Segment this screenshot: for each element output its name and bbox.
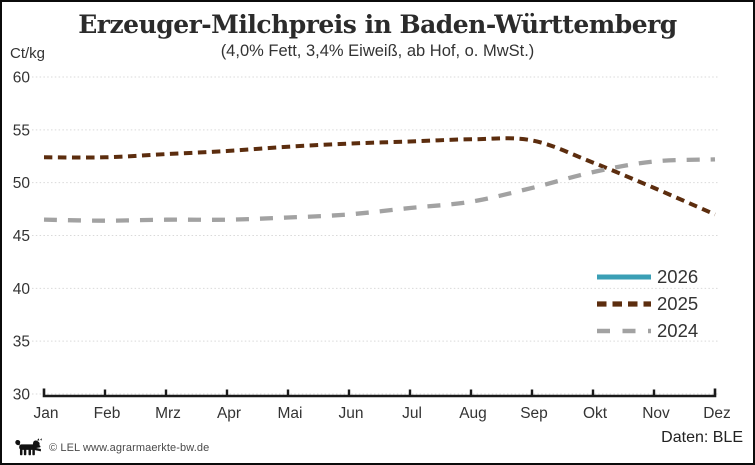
chart-subtitle: (4,0% Fett, 3,4% Eiweiß, ab Hof, o. MwSt… bbox=[220, 41, 535, 60]
y-tick-label-55: 55 bbox=[13, 122, 30, 139]
x-tick-label-Okt: Okt bbox=[583, 405, 608, 422]
y-tick-label-35: 35 bbox=[13, 334, 30, 351]
legend-label-2025: 2025 bbox=[657, 292, 699, 314]
legend-swatch-2026-line-icon bbox=[597, 274, 651, 279]
legend-item-2026: 2026 bbox=[596, 263, 698, 290]
x-tick-label-Jun: Jun bbox=[339, 405, 364, 422]
legend-label-2024: 2024 bbox=[657, 319, 699, 341]
y-tick-label-40: 40 bbox=[13, 281, 31, 298]
y-axis-unit-label: Ct/kg bbox=[10, 45, 46, 62]
legend-item-2025: 2025 bbox=[596, 290, 698, 317]
y-tick-label-45: 45 bbox=[13, 228, 30, 245]
x-tick-label-Jan: Jan bbox=[34, 405, 59, 422]
chart-legend: 2026 2025 2024 bbox=[596, 263, 698, 344]
copyright-credit-text: © LEL www.agrarmaerkte-bw.de bbox=[49, 441, 210, 454]
legend-item-2024: 2024 bbox=[596, 317, 698, 344]
x-tick-label-Aug: Aug bbox=[459, 405, 487, 422]
series-line-2024 bbox=[43, 157, 716, 223]
bw-lion-logo-icon bbox=[15, 438, 42, 456]
y-tick-label-50: 50 bbox=[13, 175, 31, 192]
x-tick-label-Nov: Nov bbox=[642, 405, 670, 422]
x-tick-label-Mai: Mai bbox=[278, 405, 303, 422]
x-tick-label-Feb: Feb bbox=[94, 405, 121, 422]
footer-credit-group: © LEL www.agrarmaerkte-bw.de bbox=[13, 438, 209, 457]
x-tick-label-Dez: Dez bbox=[703, 405, 731, 422]
x-tick-label-Mrz: Mrz bbox=[155, 405, 181, 422]
series-line-2025 bbox=[43, 136, 716, 217]
x-tick-label-Sep: Sep bbox=[520, 405, 548, 422]
chart-header: Erzeuger-Milchpreis in Baden-Württemberg… bbox=[2, 11, 753, 61]
x-tick-label-Jul: Jul bbox=[402, 405, 422, 422]
legend-label-2026: 2026 bbox=[657, 265, 699, 287]
chart-title: Erzeuger-Milchpreis in Baden-Württemberg bbox=[78, 10, 677, 39]
x-axis-line bbox=[42, 388, 717, 398]
x-tick-label-Apr: Apr bbox=[217, 405, 241, 422]
legend-swatch-2024-dashed-line-icon bbox=[597, 328, 651, 333]
y-tick-label-60: 60 bbox=[13, 70, 31, 87]
data-source-text: Daten: BLE bbox=[661, 429, 743, 446]
y-tick-label-30: 30 bbox=[13, 387, 31, 404]
legend-swatch-2025-dashed-line-icon bbox=[597, 300, 651, 307]
